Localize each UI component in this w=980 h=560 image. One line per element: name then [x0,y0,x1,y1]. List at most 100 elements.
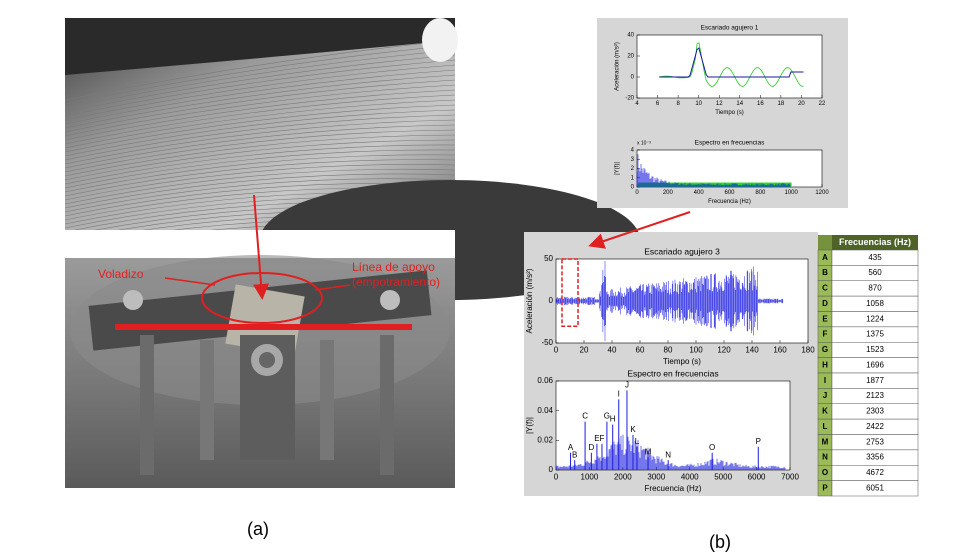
x-tick-label: 2000 [614,472,632,481]
peak-label: A [568,443,574,452]
peak-label: O [709,443,715,452]
table-key: C [822,284,828,293]
texture [64,173,456,209]
texture [64,139,456,181]
x-tick-label: 40 [608,345,617,354]
panel-label: (b) [709,532,731,552]
table-key: B [822,268,828,277]
table-key: L [823,422,828,431]
y-tick-label: 0 [631,75,635,81]
table-key: H [822,360,828,369]
x-tick-label: 1000 [581,472,599,481]
table-key: G [822,345,828,354]
texture [64,168,456,205]
y-tick-label: 0.04 [537,406,553,415]
plot-area [636,34,823,99]
peak-label: M [645,447,652,456]
peak-label: C [582,412,588,421]
texture [64,99,456,149]
texture [64,69,456,125]
x-tick-label: 800 [755,190,766,196]
peak-label: B [572,450,577,459]
texture [64,54,456,113]
arrow [253,194,270,300]
table-value: 2422 [866,422,884,431]
y-axis-label: |Y(f)| [615,162,621,175]
table-header: Frecuencias (Hz) [839,237,911,247]
y-tick-label: 0 [631,185,635,191]
chart-title: Espectro en frecuencias [627,368,718,378]
texture [64,159,456,197]
x-tick-label: 6000 [748,472,766,481]
table-key: I [824,376,826,385]
y-tick-label: 1 [631,175,635,181]
plot-area [555,380,791,471]
annotation: Línea de apoyo [352,260,435,274]
x-tick-label: 20 [580,345,589,354]
texture [64,79,456,133]
peak-label: F [600,434,605,443]
table-key: F [823,330,828,339]
table-value: 1696 [866,360,884,369]
annotation: (empotramiento) [352,275,440,289]
x-tick-label: 100 [689,345,703,354]
x-tick-label: 0 [635,190,639,196]
peak-label: G [604,412,610,421]
x-tick-label: 1200 [815,190,829,196]
y-tick-label: 2 [631,166,635,172]
table-value: 4672 [866,468,884,477]
texture [64,154,456,193]
signal-trace [659,47,804,78]
y-tick-label: 50 [544,254,553,263]
table-value: 6051 [866,483,884,492]
chart-title: Escariado agujero 1 [701,25,759,32]
y-tick-label: 4 [631,148,635,154]
y-tick-label: 0.02 [537,435,553,444]
table-cell [831,480,919,497]
chart-title: Espectro en frecuencias [695,140,765,147]
texture [64,149,456,189]
table-value: 2303 [866,407,884,416]
x-tick-label: 120 [717,345,731,354]
y-tick-label: 0 [549,465,554,474]
x-tick-label: 0 [554,345,559,354]
signal-trace [555,260,784,342]
x-tick-label: 400 [694,190,705,196]
x-tick-label: 180 [801,345,815,354]
photo-fixture [65,255,455,488]
panel-label: (a) [247,519,269,539]
y-tick-label: -20 [625,96,634,102]
peak-label: E [594,434,599,443]
x-tick-label: 4000 [681,472,699,481]
peak-label: K [630,425,636,434]
peak-label: H [610,415,616,424]
y-axis-label: |Y(f)| [525,417,534,434]
texture [64,44,456,105]
texture [64,64,456,121]
table-key: P [822,483,828,492]
x-tick-label: 12 [716,101,723,107]
table-value: 435 [868,253,882,262]
signal-fill [638,182,792,187]
table-value: 560 [868,268,882,277]
x-tick-label: 16 [757,101,764,107]
highlight-box [561,258,579,327]
texture [64,109,456,157]
x-tick-label: 6 [656,101,660,107]
x-tick-label: 10 [695,101,702,107]
y-tick-label: -50 [541,338,553,347]
table-value: 1058 [866,299,884,308]
texture [64,49,456,109]
annotation: Voladizo [98,267,144,281]
table-value: 1375 [866,330,884,339]
chart-title: Escariado agujero 3 [644,246,720,256]
table-value: 2123 [866,391,884,400]
x-tick-label: 200 [663,190,674,196]
texture [64,164,456,201]
x-tick-label: 1000 [784,190,798,196]
texture [64,129,456,173]
x-tick-label: 18 [778,101,785,107]
x-tick-label: 7000 [781,472,799,481]
x-tick-label: 8 [676,101,680,107]
